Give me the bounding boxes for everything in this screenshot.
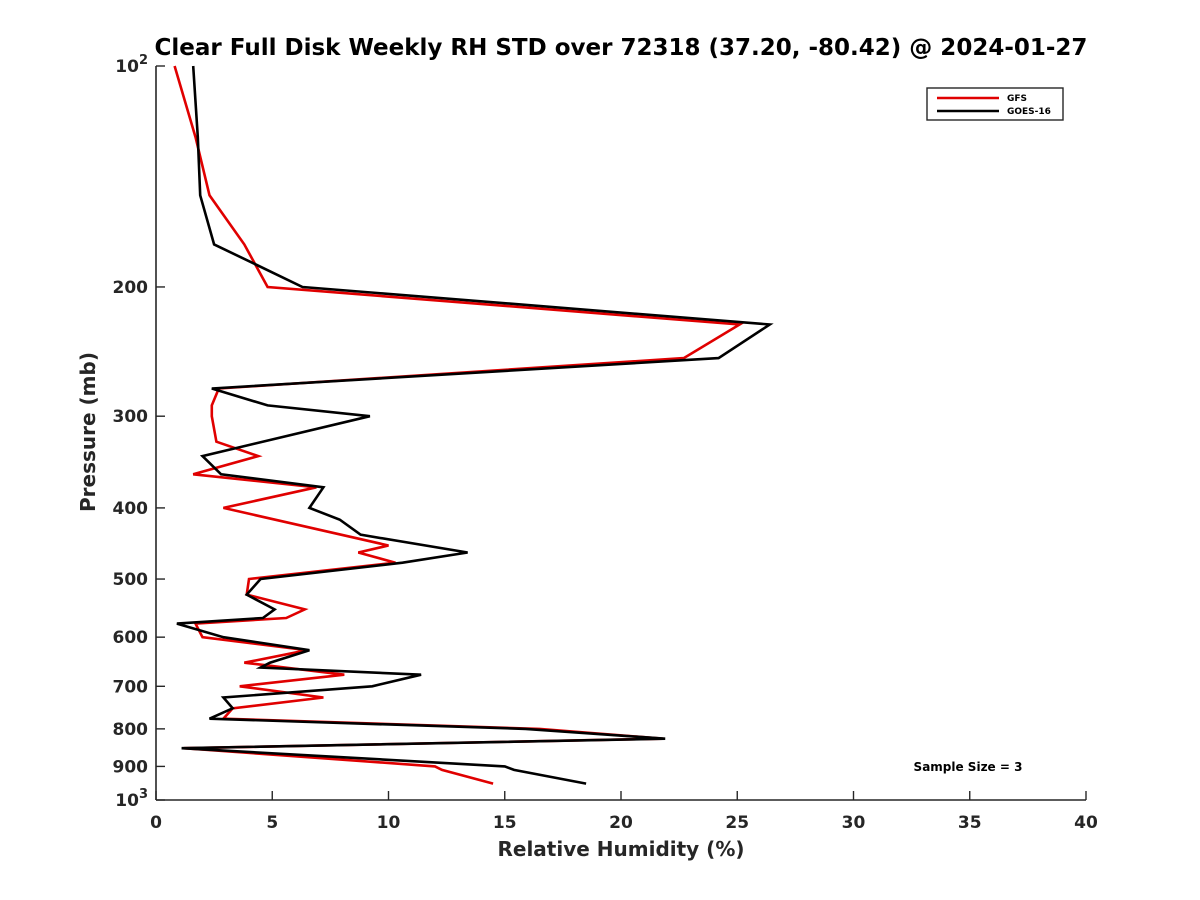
x-tick-label: 40 (1074, 813, 1098, 833)
legend-label: GOES-16 (1007, 107, 1051, 117)
x-tick-label: 0 (150, 813, 162, 833)
y-tick-label: 600 (113, 628, 149, 648)
y-axis-label: Pressure (mb) (76, 352, 100, 512)
series-line-gfs (173, 65, 744, 785)
x-tick-label: 15 (493, 813, 517, 833)
y-tick-label: 500 (113, 570, 149, 590)
y-tick-label: 103 (115, 787, 148, 811)
x-tick-label: 25 (725, 813, 749, 833)
x-tick-label: 35 (958, 813, 982, 833)
sample-size-annotation: Sample Size = 3 (914, 760, 1023, 774)
x-tick-label: 20 (609, 813, 633, 833)
y-tick-label: 400 (113, 499, 149, 519)
y-tick-label: 700 (113, 677, 149, 697)
plot-area (173, 65, 774, 785)
x-tick-label: 10 (377, 813, 401, 833)
y-tick-label: 102 (115, 53, 148, 77)
chart-title: Clear Full Disk Weekly RH STD over 72318… (155, 35, 1088, 61)
axes: 0 5 10 15 20 25 30 35 40 102 200 300 400 500 600 700 800… (113, 53, 1098, 833)
y-tick-label: 300 (113, 407, 149, 427)
legend: GFS GOES-16 (926, 87, 1064, 121)
x-axis-label: Relative Humidity (%) (497, 837, 744, 861)
y-tick-label: 200 (113, 278, 149, 298)
x-tick-label: 30 (842, 813, 866, 833)
series-line-goes-16 (176, 65, 774, 785)
x-tick-label: 5 (266, 813, 278, 833)
legend-label: GFS (1007, 94, 1027, 104)
y-tick-label: 800 (113, 720, 149, 740)
legend-box (926, 87, 1064, 121)
y-tick-label: 900 (113, 757, 149, 777)
